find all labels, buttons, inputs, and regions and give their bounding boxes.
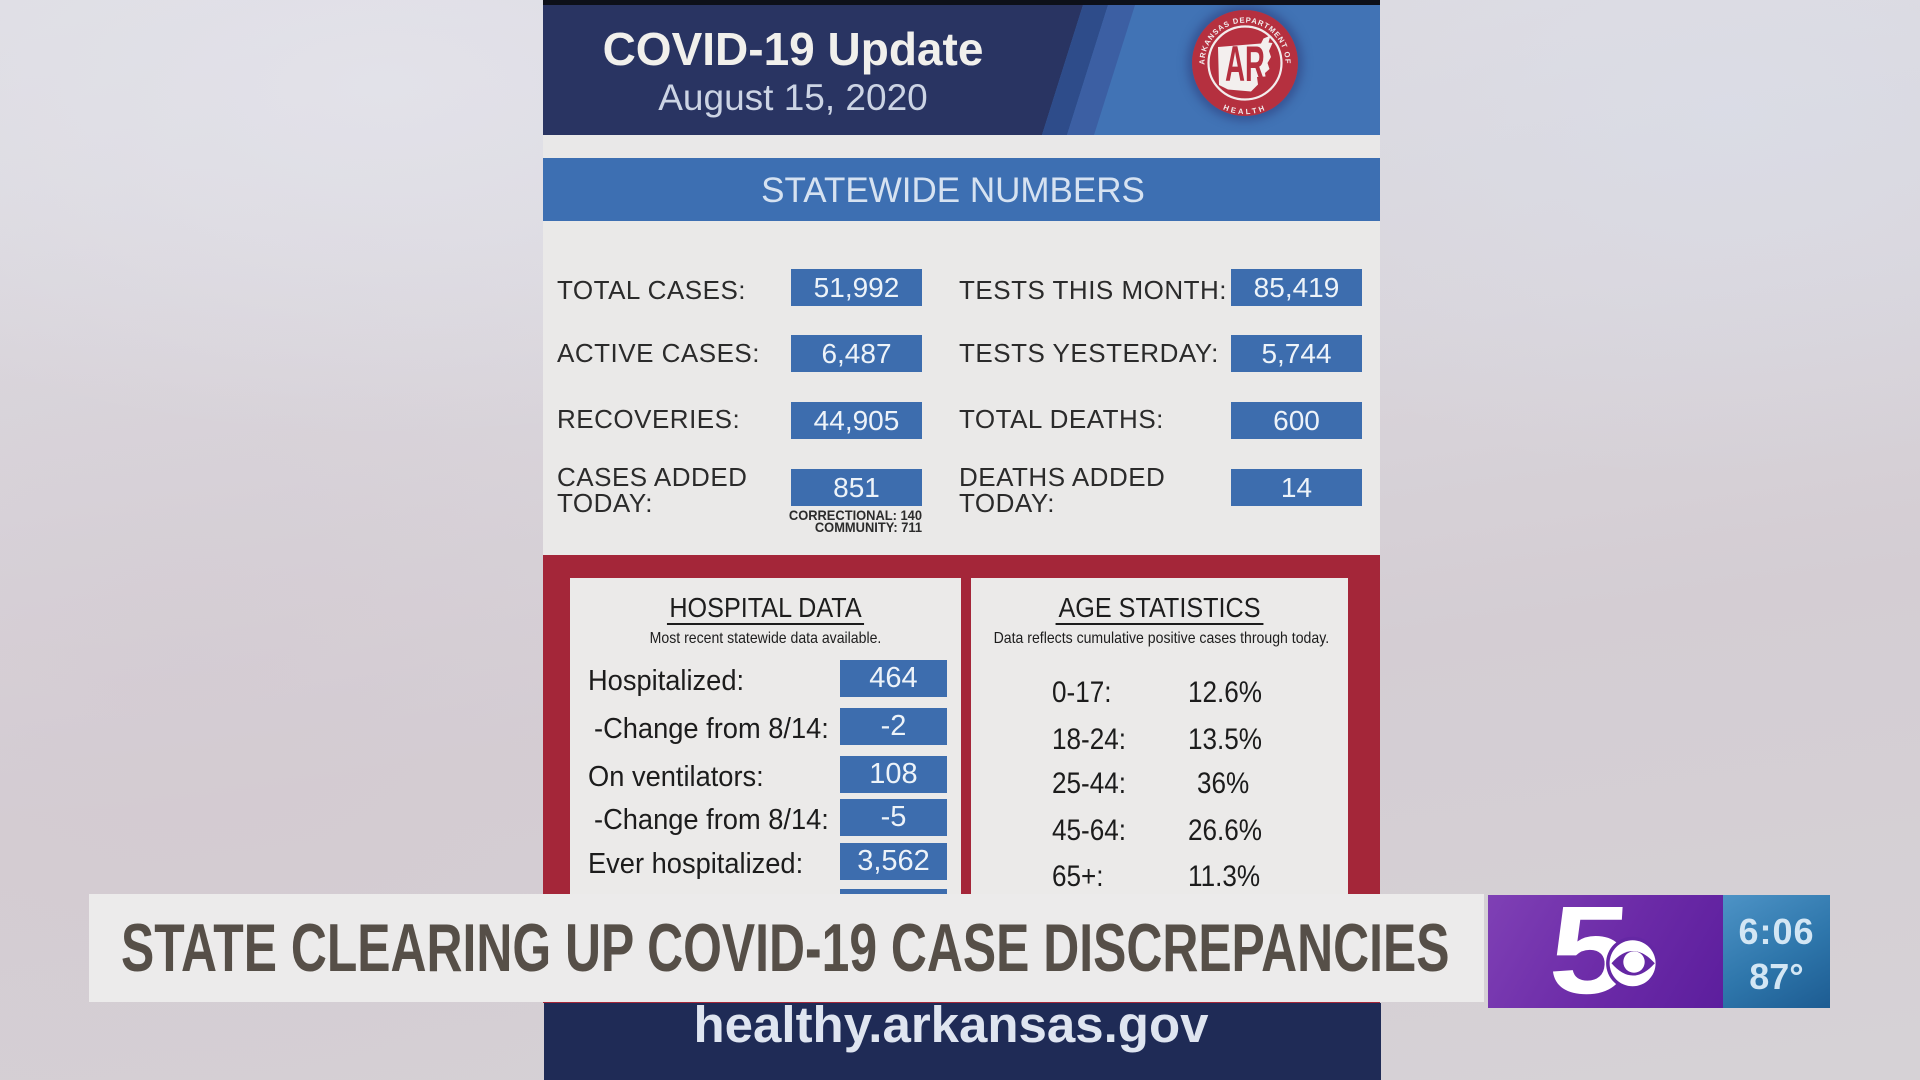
svg-text:AR: AR [1225,35,1265,92]
